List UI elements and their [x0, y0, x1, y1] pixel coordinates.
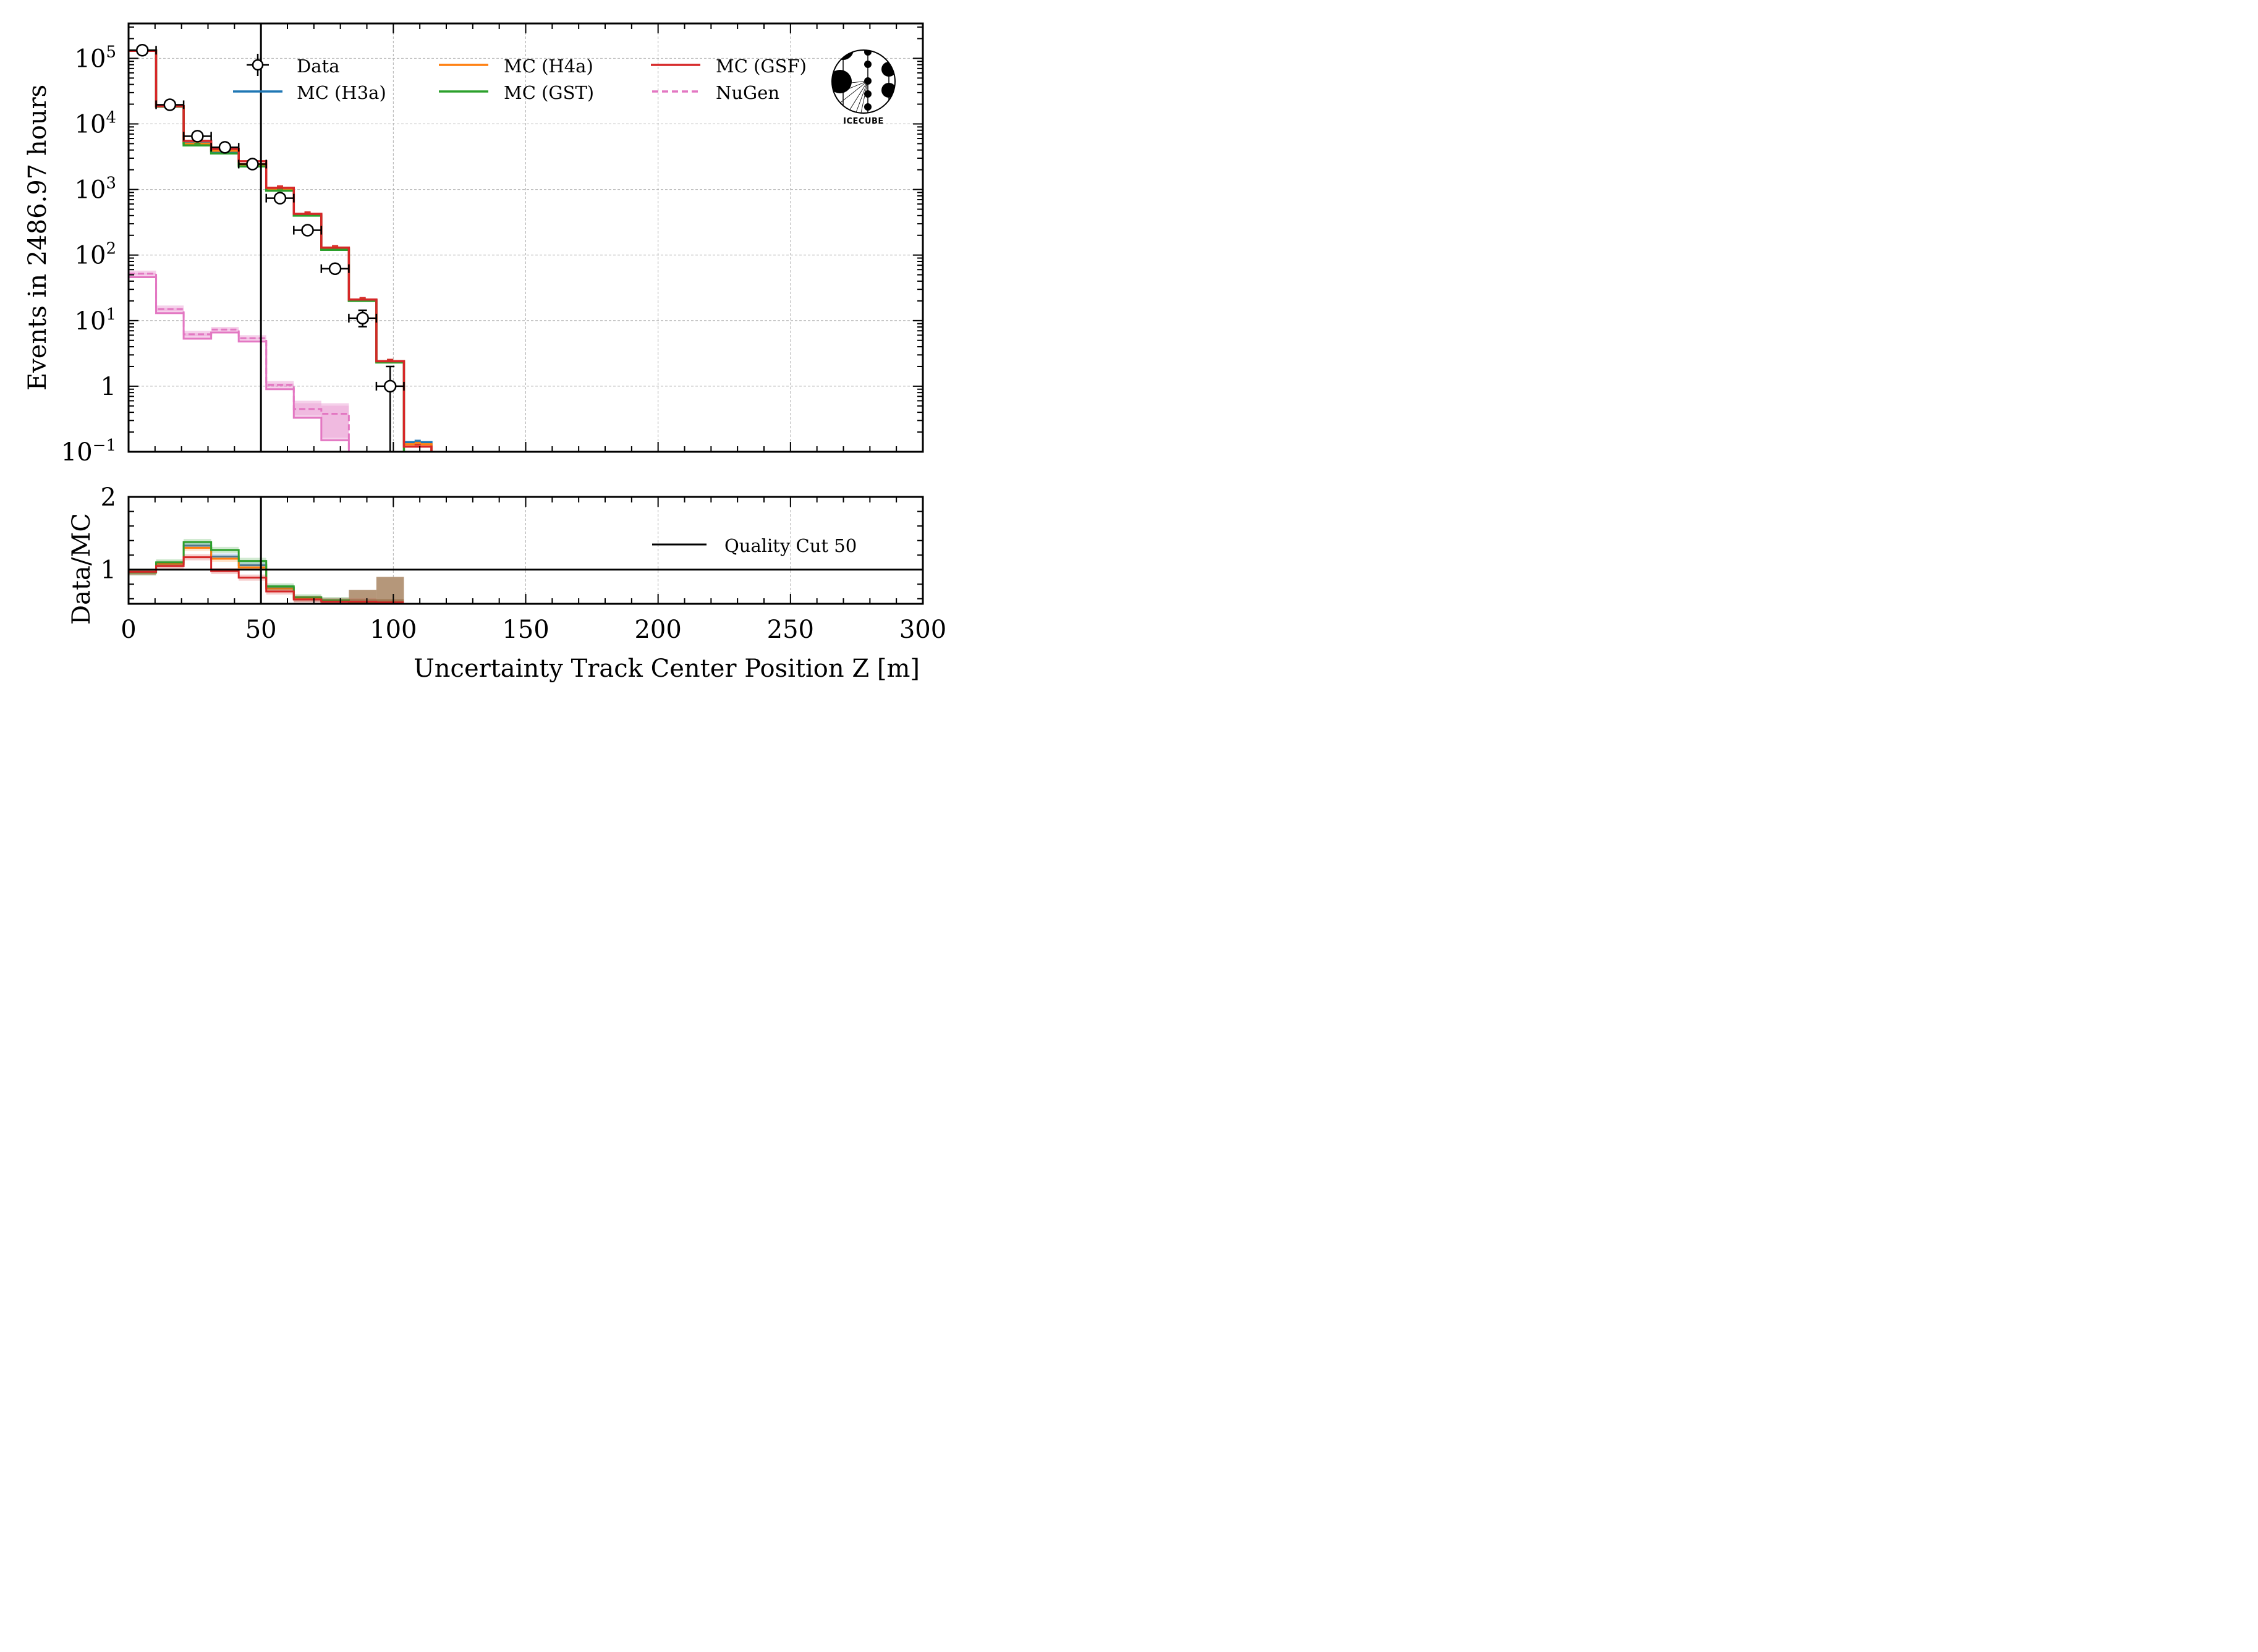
legend-item: MC (H4a) [439, 56, 593, 77]
ratio-uncertainty-fill [376, 577, 404, 604]
legend-label: NuGen [716, 82, 779, 103]
logo-hit [864, 103, 872, 111]
mc-step-mcgsf [129, 49, 433, 452]
x-tick-label: 50 [245, 616, 277, 644]
ratio-plot-area [129, 538, 404, 604]
logo-ray [851, 80, 868, 83]
data-point [237, 158, 267, 171]
data-marker [301, 224, 314, 237]
legend-label: MC (GSF) [716, 56, 807, 77]
x-tick-label: 300 [899, 616, 946, 644]
data-marker [273, 192, 287, 205]
legend-item: NuGen [652, 82, 779, 103]
data-marker [136, 43, 149, 57]
mc-step-mch3a [129, 49, 433, 452]
data-point [182, 130, 212, 143]
y-tick-label: 101 [75, 305, 116, 336]
legend-item: MC (GST) [439, 82, 594, 103]
x-tick-label: 100 [370, 616, 417, 644]
data-marker [163, 98, 177, 111]
y-tick-label: 104 [75, 108, 116, 138]
y-tick-label: 102 [75, 240, 116, 270]
x-axis-title: Uncertainty Track Center Position Z [m] [414, 654, 920, 683]
data-marker [383, 379, 397, 393]
logo-ray [854, 80, 868, 113]
data-point [210, 141, 240, 154]
logo-ray [860, 80, 868, 113]
nugen-band-inner [184, 333, 211, 337]
ratio-y-tick-label: 1 [101, 556, 116, 585]
y-tick-label: 10−1 [61, 436, 116, 467]
nugen-step-solid [129, 276, 350, 452]
ratio-y-axis-title: Data/MC [67, 513, 96, 625]
chart-figure: 105 104 103 102 101 1 10−1 Events in 2486.97 ho… [0, 0, 958, 701]
y-tick-label: 103 [75, 174, 116, 205]
main-panel: 105 104 103 102 101 1 10−1 Events in 2486.97 ho… [23, 22, 924, 467]
legend-item: MC (H3a) [233, 82, 386, 103]
data-marker [356, 311, 369, 325]
y-tick-label: 105 [75, 43, 116, 73]
legend-label-quality-cut: Quality Cut 50 [724, 535, 857, 556]
data-point [320, 262, 350, 275]
logo-ray [835, 80, 868, 107]
legend-label: MC (GST) [504, 82, 594, 103]
y-axis-title: Events in 2486.97 hours [23, 85, 52, 391]
legend-data-marker [252, 59, 264, 71]
legend-item: Data [247, 54, 339, 77]
logo-text: ICECUBE [843, 117, 884, 126]
x-tick-label: 250 [767, 616, 814, 644]
legend-label: Data [297, 56, 339, 77]
logo-ray [847, 80, 868, 113]
data-marker [328, 262, 342, 275]
nugen-band-inner [321, 405, 349, 438]
legend-label: MC (H4a) [504, 56, 593, 77]
mc-step-mch4a [129, 49, 433, 452]
data-point [293, 224, 323, 237]
x-tick-label: 150 [502, 616, 549, 644]
nugen-band [321, 403, 349, 441]
logo-hit [864, 61, 872, 68]
nugen-band-inner [294, 403, 321, 415]
nugen-step [129, 273, 350, 452]
legend: Data MC (H3a) MC (H4a) MC (GST) MC (GSF) NuGe… [233, 54, 807, 103]
legend-label: MC (H3a) [297, 82, 386, 103]
data-point [129, 43, 157, 57]
x-tick-label: 200 [634, 616, 681, 644]
logo-ray [844, 80, 868, 91]
data-point [265, 192, 295, 205]
data-point [155, 98, 185, 111]
logo-hit [864, 50, 872, 56]
x-tick-label: 0 [121, 616, 136, 644]
data-marker [246, 158, 259, 171]
y-tick-label: 1 [101, 373, 116, 401]
icecube-logo: ICECUBE [831, 49, 896, 126]
data-marker [191, 130, 204, 143]
ratio-step-mcgsf [129, 556, 404, 604]
data-point [375, 365, 405, 452]
ratio-y-tick-label: 2 [101, 483, 116, 512]
main-plot-area [129, 43, 433, 452]
legend-item: MC (GSF) [651, 56, 807, 77]
data-point [348, 309, 378, 328]
data-marker [218, 141, 232, 154]
ratio-uncertainty-fill [349, 590, 376, 604]
ratio-legend: Quality Cut 50 [652, 535, 857, 556]
nugen-band [294, 400, 321, 418]
logo-hit [832, 70, 852, 93]
nugen-band [184, 331, 211, 339]
logo-hit [864, 90, 872, 98]
logo-hit [881, 62, 895, 77]
mc-step-mcgst [129, 49, 405, 452]
